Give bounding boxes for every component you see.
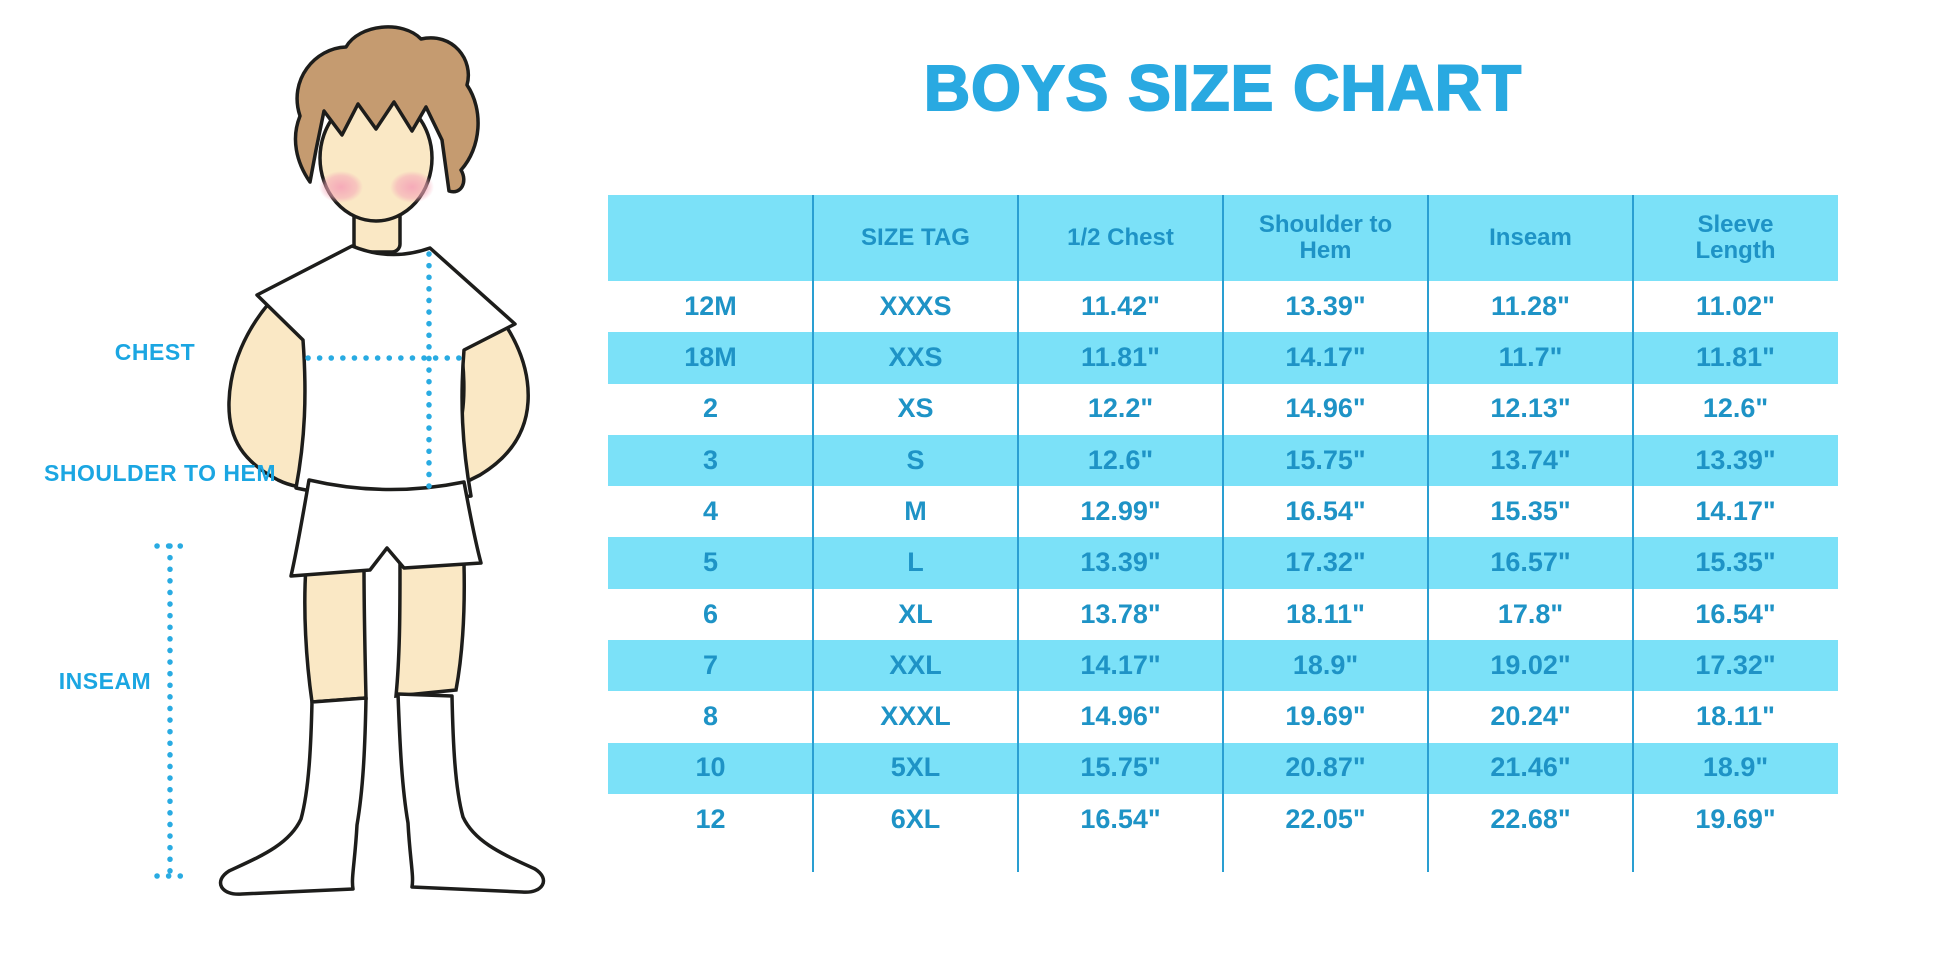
value-cell: 18.11" — [1286, 598, 1365, 629]
boy-illustration — [154, 25, 546, 896]
boy-hair — [293, 25, 480, 194]
value-cell: 11.02" — [1696, 290, 1775, 321]
value-cell: 18.9" — [1292, 649, 1359, 680]
value-cell: 13.39" — [1285, 290, 1366, 321]
value-cell: 14.96" — [1285, 393, 1366, 424]
boy-cheek-right — [390, 171, 434, 203]
value-cell: 21.46" — [1490, 752, 1571, 783]
value-cell: 14.17" — [1695, 495, 1776, 526]
value-cell: 16.54" — [1695, 598, 1776, 629]
size-cell: 7 — [702, 649, 719, 680]
value-cell: XXXL — [880, 701, 951, 732]
value-cell: 12.6" — [1702, 393, 1769, 424]
size-cell: 3 — [702, 444, 719, 475]
value-cell: 12.6" — [1087, 444, 1154, 475]
value-cell: 22.68" — [1490, 803, 1571, 834]
size-cell: 18M — [684, 342, 737, 373]
size-cell: 5 — [702, 547, 719, 578]
header-cell: SIZE TAG — [861, 223, 970, 251]
value-cell: 16.54" — [1080, 803, 1161, 834]
table-row: 8 XXXL 14.96" 19.69" 20.24" 18.11" — [608, 691, 1838, 742]
size-cell: 12M — [684, 290, 737, 321]
value-cell: 17.32" — [1285, 547, 1366, 578]
value-cell: 14.96" — [1080, 701, 1161, 732]
value-cell: 15.75" — [1080, 752, 1161, 783]
value-cell: 12.99" — [1080, 495, 1161, 526]
value-cell: 16.57" — [1490, 547, 1571, 578]
shoulder-to-hem-label: SHOULDER TO HEM — [44, 460, 276, 486]
value-cell: 11.42" — [1081, 290, 1160, 321]
boy-cheek-left — [319, 171, 363, 203]
value-cell: 13.74" — [1490, 444, 1571, 475]
value-cell: 17.32" — [1695, 649, 1776, 680]
chest-label: CHEST — [114, 339, 196, 365]
value-cell: 11.81" — [1081, 342, 1160, 373]
boy-leg-right — [394, 562, 466, 698]
value-cell: XXS — [888, 342, 943, 373]
size-table: SIZE TAG 1/2 Chest Shoulder to Hem Inseam Sl… — [608, 195, 1838, 872]
value-cell: 15.35" — [1695, 547, 1776, 578]
value-cell: 5XL — [890, 752, 941, 783]
boy-leg-left — [303, 564, 368, 704]
page-title: BOYS SIZE CHART — [923, 52, 1523, 124]
value-cell: 19.69" — [1695, 803, 1776, 834]
value-cell: XS — [897, 393, 934, 424]
value-cell: 11.81" — [1696, 342, 1775, 373]
value-cell: 14.17" — [1285, 342, 1366, 373]
value-cell: 15.75" — [1285, 444, 1366, 475]
value-cell: 19.02" — [1490, 649, 1571, 680]
measurement-lines — [154, 251, 466, 879]
table-row: 6 XL 13.78" 18.11" 17.8" 16.54" — [608, 589, 1838, 640]
boy-sock-right — [396, 692, 546, 894]
value-cell: XXL — [889, 649, 942, 680]
value-cell: 12.2" — [1087, 393, 1154, 424]
boy-sock-left — [218, 696, 368, 896]
column-divider — [1632, 195, 1634, 872]
table-row: 4 M 12.99" 16.54" 15.35" 14.17" — [608, 486, 1838, 537]
value-cell: 11.7" — [1498, 342, 1563, 373]
header-cell: Inseam — [1489, 223, 1572, 251]
header-cell: Sleeve Length — [1695, 210, 1776, 264]
value-cell: L — [907, 547, 924, 578]
value-cell: 18.11" — [1696, 701, 1775, 732]
value-cell: 20.87" — [1285, 752, 1366, 783]
value-cell: 16.54" — [1285, 495, 1366, 526]
column-divider — [1427, 195, 1429, 872]
value-cell: M — [904, 495, 927, 526]
column-divider — [1017, 195, 1019, 872]
value-cell: 11.28" — [1491, 290, 1570, 321]
size-cell: 4 — [702, 495, 719, 526]
size-cell: 8 — [702, 701, 719, 732]
header-cell: 1/2 Chest — [1067, 223, 1174, 251]
boy-shorts — [289, 478, 483, 578]
table-row: 12 6XL 16.54" 22.05" 22.68" 19.69" — [608, 794, 1838, 845]
header-cell — [608, 195, 813, 281]
value-cell: 13.39" — [1080, 547, 1161, 578]
value-cell: 14.17" — [1080, 649, 1161, 680]
value-cell: 17.8" — [1497, 598, 1564, 629]
value-cell: 18.9" — [1702, 752, 1769, 783]
size-cell: 10 — [695, 752, 726, 783]
value-cell: 19.69" — [1285, 701, 1366, 732]
value-cell: S — [906, 444, 925, 475]
header-cell: Shoulder to Hem — [1258, 210, 1393, 264]
value-cell: 22.05" — [1285, 803, 1366, 834]
value-cell: 13.39" — [1695, 444, 1776, 475]
table-row: 2 XS 12.2" 14.96" 12.13" 12.6" — [608, 384, 1838, 435]
value-cell: XXXS — [879, 290, 952, 321]
value-cell: 13.78" — [1080, 598, 1161, 629]
value-cell: 12.13" — [1490, 393, 1571, 424]
value-cell: 15.35" — [1490, 495, 1571, 526]
value-cell: XL — [898, 598, 933, 629]
size-cell: 2 — [702, 393, 719, 424]
column-divider — [812, 195, 814, 872]
value-cell: 20.24" — [1490, 701, 1571, 732]
value-cell: 6XL — [890, 803, 941, 834]
inseam-label: INSEAM — [58, 668, 152, 694]
size-cell: 6 — [702, 598, 719, 629]
size-cell: 12 — [695, 803, 726, 834]
table-row: 12M XXXS 11.42" 13.39" 11.28" 11.02" — [608, 281, 1838, 332]
column-divider — [1222, 195, 1224, 872]
